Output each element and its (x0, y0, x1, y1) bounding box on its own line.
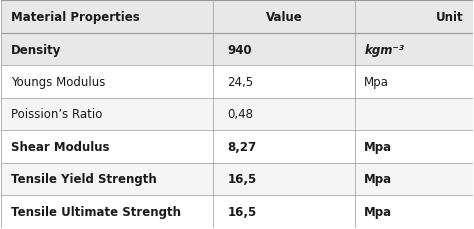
Text: 940: 940 (228, 43, 252, 56)
Text: 16,5: 16,5 (228, 173, 257, 186)
Text: Mpa: Mpa (364, 205, 392, 218)
Bar (1, 1, 473, 34)
Text: Value: Value (266, 11, 302, 24)
Bar (1, 131, 473, 163)
Bar (1, 66, 473, 98)
Text: Youngs Modulus: Youngs Modulus (11, 76, 105, 89)
Text: Unit: Unit (436, 11, 463, 24)
Text: Tensile Yield Strength: Tensile Yield Strength (11, 173, 156, 186)
Bar (1, 163, 473, 195)
Text: 24,5: 24,5 (228, 76, 254, 89)
Bar (1, 34, 473, 66)
Text: Mpa: Mpa (364, 140, 392, 153)
Text: Density: Density (11, 43, 61, 56)
Text: Mpa: Mpa (364, 76, 389, 89)
Text: 8,27: 8,27 (228, 140, 257, 153)
Bar (1, 195, 473, 228)
Text: kgm⁻³: kgm⁻³ (364, 43, 404, 56)
Text: Tensile Ultimate Strength: Tensile Ultimate Strength (11, 205, 181, 218)
Text: 16,5: 16,5 (228, 205, 257, 218)
Text: 0,48: 0,48 (228, 108, 254, 121)
Bar (1, 98, 473, 131)
Text: Shear Modulus: Shear Modulus (11, 140, 109, 153)
Text: Poission’s Ratio: Poission’s Ratio (11, 108, 102, 121)
Text: Material Properties: Material Properties (11, 11, 139, 24)
Text: Mpa: Mpa (364, 173, 392, 186)
